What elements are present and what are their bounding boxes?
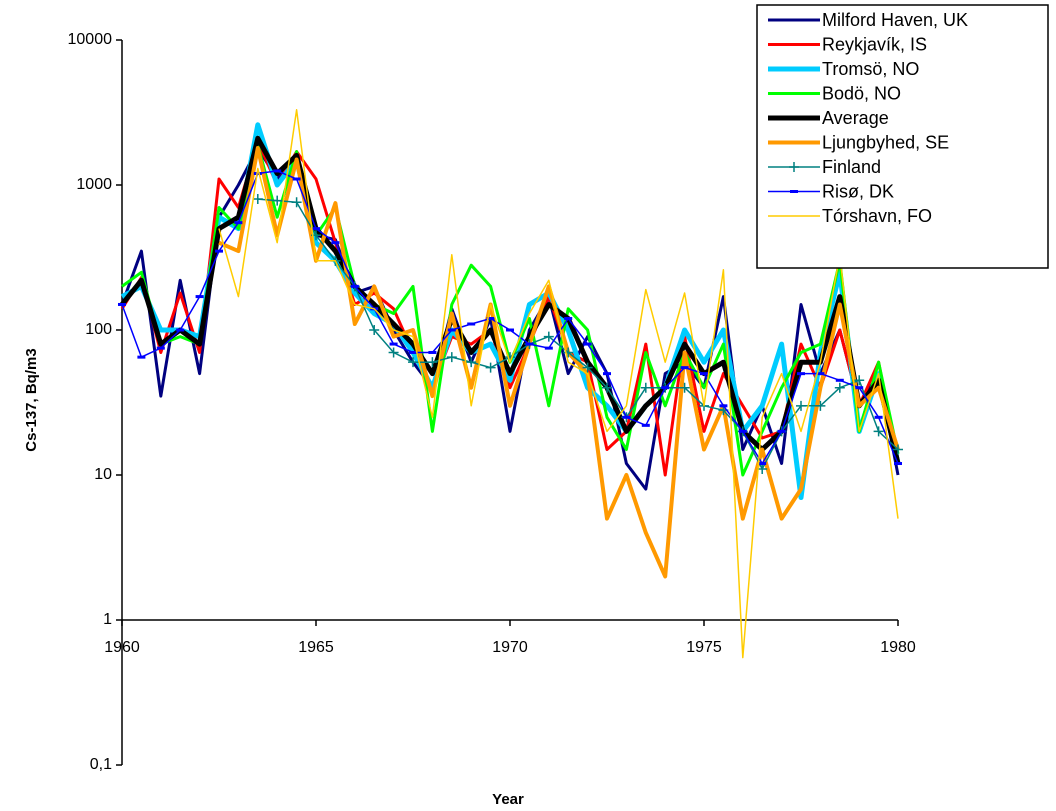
marker bbox=[466, 357, 477, 368]
marker bbox=[602, 382, 612, 393]
marker bbox=[603, 372, 611, 376]
marker bbox=[796, 400, 806, 411]
legend-label: Ljungbyhed, SE bbox=[822, 132, 949, 152]
marker bbox=[446, 352, 457, 363]
marker bbox=[525, 342, 534, 346]
legend-label: Average bbox=[822, 108, 889, 128]
legend-label: Milford Haven, UK bbox=[822, 10, 968, 30]
marker bbox=[582, 362, 593, 373]
x-tick-label: 1970 bbox=[492, 639, 528, 656]
marker bbox=[641, 423, 650, 427]
marker bbox=[253, 172, 262, 176]
marker bbox=[195, 295, 204, 299]
marker bbox=[757, 463, 768, 474]
marker bbox=[350, 284, 359, 288]
marker bbox=[485, 362, 496, 373]
marker bbox=[486, 317, 495, 321]
marker bbox=[583, 342, 592, 346]
marker bbox=[331, 241, 340, 245]
marker bbox=[873, 426, 884, 437]
marker bbox=[719, 404, 728, 408]
marker bbox=[506, 328, 514, 332]
marker bbox=[118, 302, 126, 306]
marker bbox=[564, 317, 573, 321]
legend-label: Tórshavn, FO bbox=[822, 206, 932, 226]
marker bbox=[291, 197, 302, 208]
marker bbox=[272, 195, 283, 206]
plot-area: 0,1 1 10 100 1000 10000 1960 1965 1970 1975 1980 bbox=[68, 31, 916, 773]
marker bbox=[758, 462, 767, 466]
x-tick-label: 1960 bbox=[104, 639, 140, 656]
marker bbox=[408, 357, 418, 368]
marker bbox=[428, 350, 437, 354]
legend-label: Finland bbox=[822, 157, 881, 177]
marker bbox=[215, 249, 223, 253]
marker bbox=[427, 357, 438, 368]
series-line bbox=[120, 135, 901, 465]
marker bbox=[252, 194, 263, 205]
marker bbox=[292, 177, 301, 181]
y-tick-label: 1 bbox=[103, 611, 112, 628]
marker bbox=[388, 347, 399, 358]
marker bbox=[834, 382, 845, 393]
x-tick-label: 1965 bbox=[298, 639, 334, 656]
x-tick-label: 1975 bbox=[686, 639, 722, 656]
y-tick-label: 10000 bbox=[68, 31, 113, 48]
marker bbox=[312, 227, 320, 231]
x-tick-label: 1980 bbox=[880, 639, 916, 656]
marker bbox=[680, 366, 689, 370]
marker bbox=[790, 190, 798, 193]
marker bbox=[855, 386, 864, 390]
marker bbox=[409, 350, 417, 354]
marker bbox=[369, 325, 380, 335]
legend-box bbox=[756, 4, 1049, 269]
marker bbox=[738, 429, 747, 433]
marker bbox=[789, 162, 799, 172]
marker bbox=[563, 347, 574, 358]
legend: Milford Haven, UK Reykjavík, IS Tromsö, NO… bbox=[756, 4, 1049, 269]
marker bbox=[893, 444, 903, 455]
marker bbox=[622, 415, 631, 419]
marker bbox=[137, 355, 146, 359]
x-axis-title: Year bbox=[492, 791, 524, 808]
legend-label: Risø, DK bbox=[822, 181, 894, 201]
marker bbox=[467, 322, 476, 326]
marker bbox=[815, 400, 826, 411]
series-line bbox=[257, 198, 899, 470]
marker bbox=[700, 372, 708, 376]
marker bbox=[640, 382, 651, 393]
marker bbox=[156, 346, 165, 350]
marker bbox=[854, 375, 865, 386]
y-tick-label: 10 bbox=[94, 466, 112, 483]
marker bbox=[797, 372, 805, 376]
marker bbox=[273, 169, 282, 173]
marker bbox=[234, 221, 243, 225]
marker bbox=[543, 331, 554, 342]
marker bbox=[544, 346, 553, 350]
y-tick-label: 0,1 bbox=[90, 756, 112, 773]
y-axis-title: Cs-137, Bq/m3 bbox=[23, 348, 40, 451]
marker bbox=[777, 429, 786, 433]
marker bbox=[389, 342, 398, 346]
marker bbox=[816, 372, 825, 376]
marker bbox=[447, 328, 456, 332]
legend-label: Reykjavík, IS bbox=[822, 34, 927, 54]
legend-label: Bodö, NO bbox=[822, 83, 901, 103]
marker bbox=[894, 462, 902, 466]
y-tick-label: 1000 bbox=[76, 176, 112, 193]
marker bbox=[874, 415, 883, 419]
marker bbox=[176, 328, 185, 332]
legend-label: Tromsö, NO bbox=[822, 59, 919, 79]
marker bbox=[661, 386, 670, 390]
marker bbox=[679, 382, 690, 393]
series-line bbox=[218, 109, 899, 659]
y-tick-label: 100 bbox=[85, 321, 112, 338]
marker bbox=[835, 378, 844, 382]
